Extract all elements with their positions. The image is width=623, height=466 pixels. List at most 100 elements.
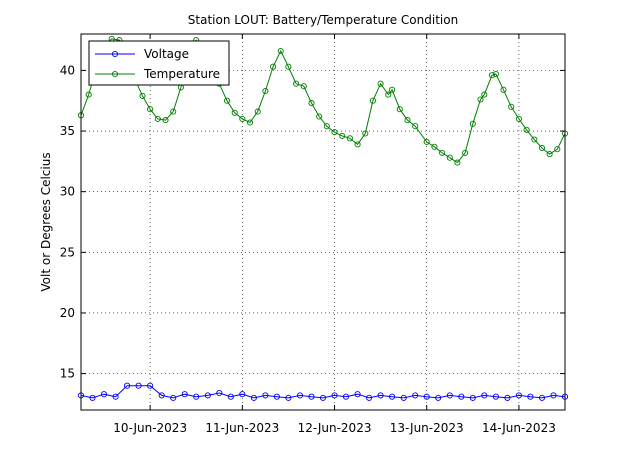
data-point-temperature [223, 97, 231, 104]
grid [81, 34, 565, 410]
data-point-temperature [170, 108, 177, 115]
data-point-voltage [250, 394, 257, 401]
data-point-temperature [439, 149, 446, 156]
x-tick-label: 13-Jun-2023 [390, 421, 464, 435]
data-point-voltage [135, 382, 142, 389]
data-point-temperature [308, 100, 315, 107]
data-point-voltage [377, 392, 384, 399]
data-point-voltage [550, 392, 557, 399]
data-point-temperature [412, 123, 419, 130]
data-point-voltage [400, 394, 407, 401]
data-point-temperature [469, 120, 476, 127]
data-point-temperature [523, 126, 530, 133]
data-point-temperature [431, 143, 438, 150]
data-point-voltage [389, 393, 396, 400]
data-point-voltage [527, 393, 534, 400]
data-point-temperature [331, 129, 338, 136]
data-point-temperature [362, 130, 369, 137]
data-point-temperature [316, 113, 323, 120]
data-point-temperature [389, 86, 396, 93]
data-point-temperature [231, 109, 238, 116]
data-point-temperature [446, 154, 453, 161]
data-point-temperature [404, 117, 411, 124]
data-point-temperature [477, 96, 484, 103]
data-point-temperature [500, 86, 507, 93]
data-point-temperature [369, 97, 376, 104]
data-point-voltage [100, 391, 108, 398]
y-tick-label: 35 [60, 124, 75, 138]
data-point-temperature [488, 72, 496, 79]
data-point-temperature [254, 108, 261, 115]
data-point-voltage [308, 393, 315, 400]
chart-title: Station LOUT: Battery/Temperature Condit… [188, 13, 458, 27]
x-tick-label: 10-Jun-2023 [113, 421, 187, 435]
data-point-voltage [446, 392, 453, 399]
data-point-voltage [435, 394, 442, 401]
data-point-temperature [385, 91, 392, 98]
series-line-voltage [80, 385, 566, 399]
data-point-temperature [270, 63, 277, 70]
data-point-temperature [531, 136, 538, 143]
legend-marker-voltage [111, 50, 119, 58]
data-point-voltage [319, 394, 327, 401]
data-point-voltage [354, 391, 361, 398]
data-point-voltage [216, 389, 223, 397]
data-point-temperature [492, 70, 499, 78]
data-point-temperature [300, 83, 307, 90]
data-point-temperature [481, 91, 488, 98]
data-point-voltage [227, 393, 234, 400]
data-point-temperature [277, 47, 284, 55]
data-point-voltage [147, 382, 154, 389]
data-point-voltage [193, 393, 200, 400]
data-point-voltage [331, 392, 338, 399]
data-point-voltage [158, 392, 165, 399]
y-tick-label: 15 [60, 367, 75, 381]
x-tick-label: 11-Jun-2023 [205, 421, 279, 435]
y-tick-label: 20 [60, 306, 75, 320]
data-point-voltage [181, 391, 188, 398]
data-point-temperature [339, 132, 346, 139]
data-point-temperature [423, 138, 430, 145]
data-point-voltage [504, 394, 511, 401]
data-point-temperature [85, 91, 92, 98]
plot-area [81, 34, 565, 410]
ticks: 15 20 25 30 35 40 10-Jun-2023 11-Jun-2023 12-Jun… [60, 34, 565, 435]
data-point-voltage [515, 392, 522, 399]
data-point-temperature [508, 103, 515, 110]
data-point-voltage [112, 393, 119, 400]
data-point-temperature [246, 119, 254, 126]
data-point-temperature [285, 63, 292, 70]
data-point-temperature [462, 149, 469, 156]
data-point-temperature [323, 123, 330, 130]
data-point-voltage [89, 394, 96, 401]
data-point-voltage [239, 391, 246, 398]
data-point-voltage [412, 392, 419, 399]
data-point-voltage [366, 394, 373, 401]
data-point-voltage [124, 382, 131, 389]
data-point-voltage [296, 392, 304, 399]
data-point-temperature [454, 159, 461, 166]
data-point-temperature [554, 146, 561, 153]
legend-entry-temperature: Temperature [143, 67, 220, 81]
y-tick-label: 30 [60, 185, 75, 199]
legend-entry-voltage: Voltage [144, 47, 189, 61]
data-point-voltage [469, 394, 476, 401]
x-tick-label: 14-Jun-2023 [482, 421, 556, 435]
data-point-voltage [492, 393, 499, 400]
data-point-temperature [239, 115, 246, 122]
data-point-temperature [546, 151, 553, 158]
axes-frame [80, 33, 566, 411]
data-point-voltage [342, 393, 350, 400]
data-point-temperature [293, 80, 300, 87]
data-point-temperature [139, 92, 146, 99]
y-tick-label: 40 [60, 63, 75, 77]
data-point-temperature [262, 87, 269, 95]
data-point-temperature [346, 135, 353, 142]
data-point-voltage [285, 394, 292, 401]
data-point-temperature [162, 117, 169, 124]
data-point-voltage [458, 393, 465, 400]
data-point-voltage [170, 394, 177, 401]
data-point-temperature [154, 115, 161, 122]
data-point-temperature [515, 115, 522, 122]
